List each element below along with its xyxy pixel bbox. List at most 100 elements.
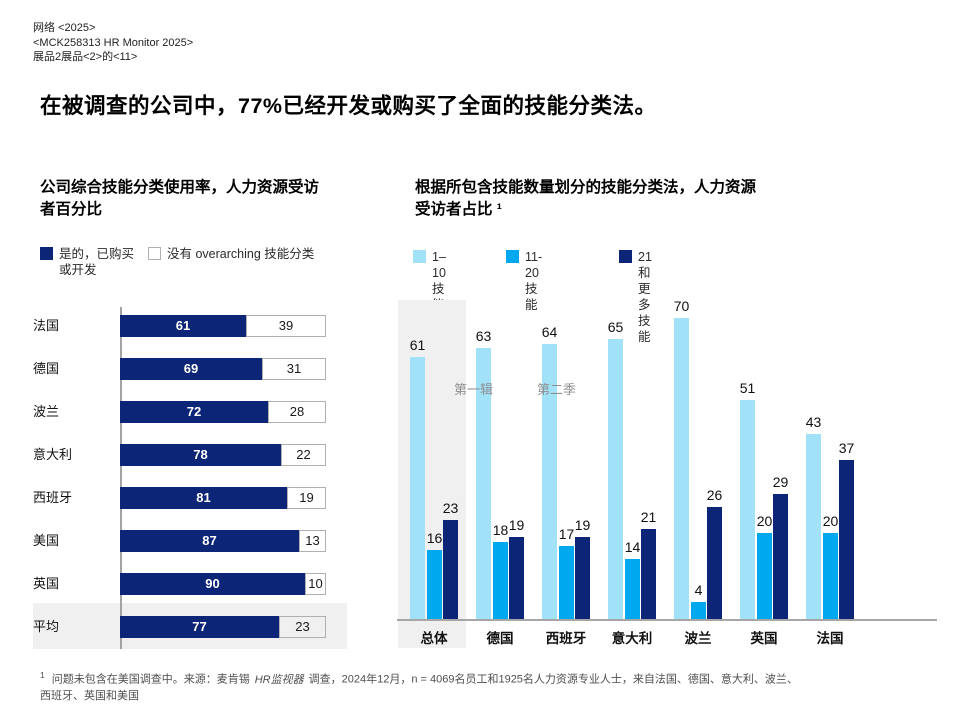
- legend-swatch-icon: [619, 250, 632, 263]
- x-axis-line: [397, 619, 937, 621]
- right-chart-title-line1: 根据所包含技能数量划分的技能分类法，人力资源: [415, 179, 757, 196]
- bar-value-label: 37: [838, 440, 855, 456]
- bar-segment-yes: 90: [120, 573, 305, 595]
- bar-segment-yes: 72: [120, 401, 268, 423]
- header-line-2: <MCK258313 HR Monitor 2025>: [33, 36, 194, 49]
- wave-annotation: 第二季: [537, 382, 577, 397]
- category-label: 英国: [750, 631, 778, 646]
- row-label: 平均: [33, 619, 60, 634]
- bar-value-label: 4: [694, 582, 703, 598]
- bar-value-label: 19: [508, 517, 525, 533]
- y-axis-line: [120, 307, 122, 649]
- bar-segment-yes: 87: [120, 530, 299, 552]
- bar: [542, 344, 557, 619]
- bar-segment-no: 28: [268, 401, 326, 423]
- bar: [608, 339, 623, 619]
- bar-value-label: 20: [822, 513, 839, 529]
- right-bar-chart: 61 16 23 总体 63 18 19 德国 64 17 19 西班牙 65 14 21 意大利 70 4 26 波…: [397, 295, 940, 663]
- bar-value-label: 61: [409, 337, 426, 353]
- bar-segment-no: 39: [246, 315, 326, 337]
- bar-value-label: 29: [772, 474, 789, 490]
- bar-value-label: 20: [756, 513, 773, 529]
- bar-value-label: 17: [558, 526, 575, 542]
- bar-segment-no: 31: [262, 358, 326, 380]
- row-label: 意大利: [33, 447, 73, 462]
- bar-segment-no: 22: [281, 444, 326, 466]
- wave-annotation: 第一辑: [454, 382, 494, 397]
- bar-value-label: 21: [640, 509, 657, 525]
- left-legend: 是的，已购买或开发 没有 overarching 技能分类: [40, 246, 360, 280]
- legend-swatch-icon: [506, 250, 519, 263]
- bar: [509, 537, 524, 619]
- bar: [575, 537, 590, 619]
- bar-segment-no: 23: [279, 616, 326, 638]
- bar-value-label: 43: [805, 414, 822, 430]
- header-line-3: 展品2展品<2>的<11>: [33, 51, 138, 63]
- row-label: 法国: [33, 318, 60, 333]
- footnote: 1 问题未包含在美国调查中。来源：麦肯锡 HR监视器 调查，2024年12月，n = …: [40, 667, 808, 704]
- category-label: 德国: [486, 631, 514, 646]
- footnote-text-pre: 问题未包含在美国调查中。来源：麦肯锡: [51, 673, 250, 686]
- bar-value-label: 65: [607, 319, 624, 335]
- right-chart-title: 根据所包含技能数量划分的技能分类法，人力资源 受访者占比 ¹: [415, 177, 855, 221]
- bar-segment-no: 19: [287, 487, 326, 509]
- bar: [625, 559, 640, 619]
- bar: [839, 460, 854, 619]
- footnote-source-name: HR监视器: [254, 673, 304, 686]
- bar: [691, 602, 706, 619]
- bar: [476, 348, 491, 619]
- category-label: 意大利: [611, 631, 653, 646]
- legend-swatch-icon: [413, 250, 426, 263]
- left-chart-title: 公司综合技能分类使用率，人力资源受访 者百分比: [40, 177, 380, 221]
- category-label: 波兰: [684, 631, 712, 646]
- bar: [823, 533, 838, 619]
- bar-segment-no: 13: [299, 530, 326, 552]
- bar: [559, 546, 574, 619]
- footnote-text-post: 调查，2024年12月，n = 4069名员工和1925名人力资源专业人士，来自…: [40, 673, 798, 702]
- category-label: 西班牙: [545, 631, 587, 646]
- right-chart-title-line2: 受访者占比 ¹: [415, 201, 502, 218]
- legend-label: 是的，已购买或开发: [59, 247, 135, 277]
- row-label: 英国: [33, 576, 60, 591]
- legend-label: 21和更多技能: [638, 250, 652, 344]
- header-line-1: 网络 <2025>: [33, 22, 96, 34]
- header-meta: 网络 <2025> <MCK258313 HR Monitor 2025> 展品…: [33, 21, 193, 65]
- legend-swatch-icon: [148, 247, 161, 260]
- left-chart-title-line1: 公司综合技能分类使用率，人力资源受访: [40, 179, 320, 196]
- bar: [740, 400, 755, 619]
- bar-segment-yes: 61: [120, 315, 246, 337]
- legend-swatch-icon: [40, 247, 53, 260]
- footnote-marker: 1: [40, 670, 45, 680]
- bar-segment-yes: 69: [120, 358, 262, 380]
- legend-label: 没有 overarching 技能分类: [167, 247, 315, 261]
- bar: [674, 318, 689, 619]
- bar-value-label: 51: [739, 380, 756, 396]
- row-label: 西班牙: [33, 490, 73, 505]
- bar-value-label: 63: [475, 328, 492, 344]
- category-label: 总体: [420, 631, 448, 646]
- bar-value-label: 14: [624, 539, 641, 555]
- bar-segment-no: 10: [305, 573, 326, 595]
- bar: [410, 357, 425, 619]
- row-label: 波兰: [33, 404, 60, 419]
- bar-segment-yes: 81: [120, 487, 287, 509]
- bar-segment-yes: 78: [120, 444, 281, 466]
- bar-value-label: 18: [492, 522, 509, 538]
- legend-label: 11-20技能: [525, 250, 543, 312]
- bar: [427, 550, 442, 619]
- bar: [757, 533, 772, 619]
- left-chart-title-line2: 者百分比: [40, 201, 103, 218]
- bar: [707, 507, 722, 619]
- bar: [493, 542, 508, 619]
- bar-value-label: 16: [426, 530, 443, 546]
- bar: [806, 434, 821, 619]
- bar-value-label: 64: [541, 324, 558, 340]
- bar-value-label: 70: [673, 298, 690, 314]
- bar-value-label: 26: [706, 487, 723, 503]
- row-label: 美国: [33, 533, 60, 548]
- bar-value-label: 19: [574, 517, 591, 533]
- bar-segment-yes: 77: [120, 616, 279, 638]
- page-title: 在被调查的公司中，77%已经开发或购买了全面的技能分类法。: [40, 94, 657, 118]
